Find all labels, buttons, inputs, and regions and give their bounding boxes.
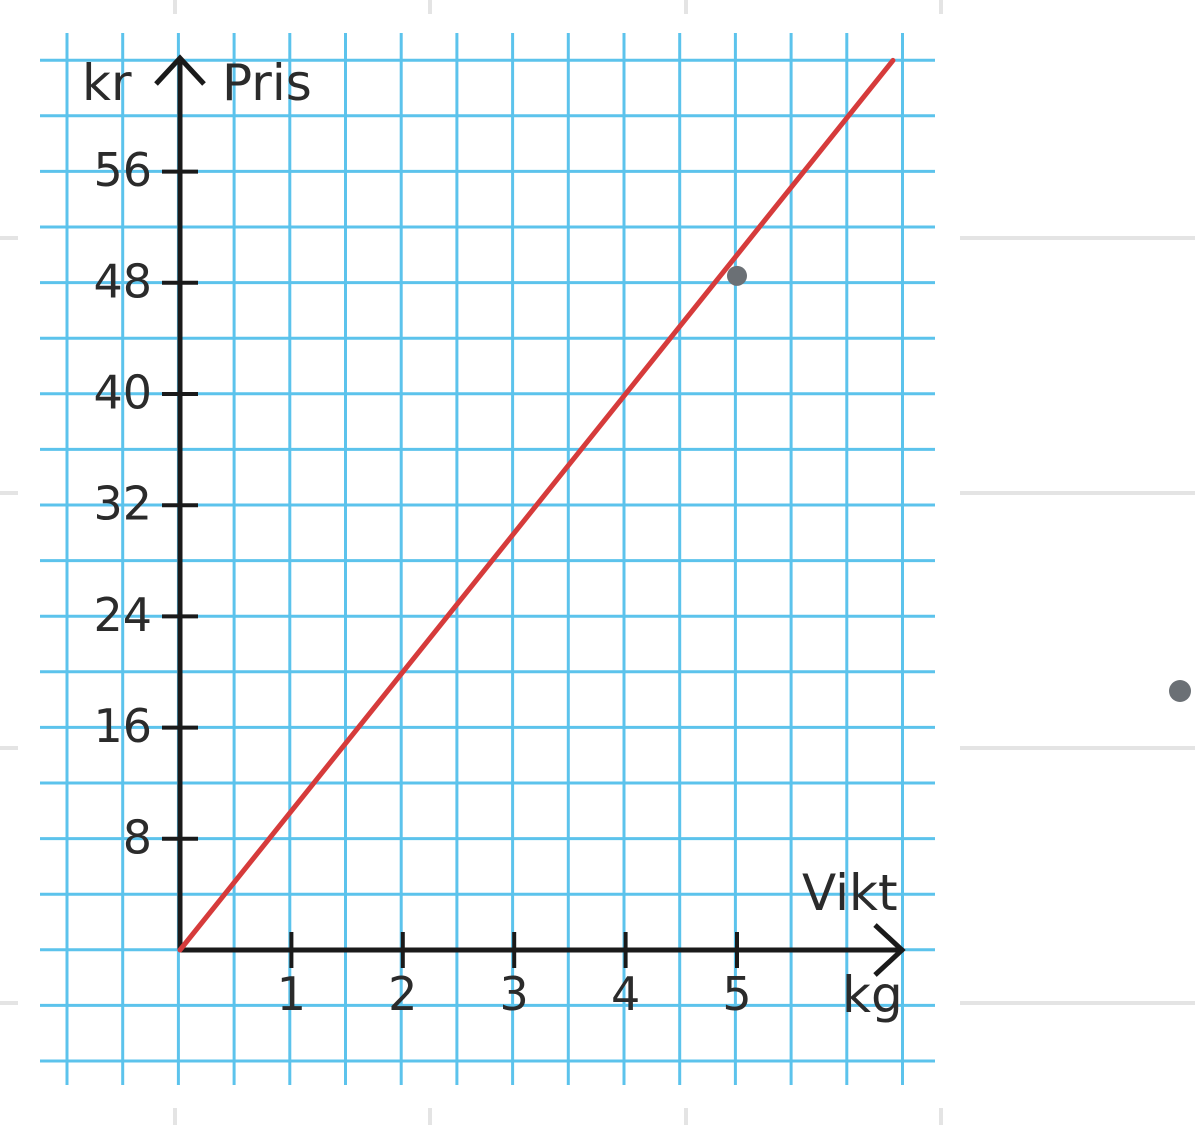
y-tick-label-24: 24 [93, 588, 152, 642]
y-axis-arrow [154, 54, 206, 86]
data-point-0 [727, 265, 747, 286]
series-line-0 [177, 57, 896, 953]
x-axis-arrow [873, 923, 906, 977]
y-tick-label-56: 56 [93, 143, 152, 197]
stray-dot [1169, 680, 1191, 702]
y-tick-label-32: 32 [93, 477, 152, 531]
y-axis-label: Pris [222, 54, 312, 112]
x-tick-label-3: 3 [500, 967, 529, 1021]
x-tick-label-4: 4 [611, 967, 640, 1021]
x-axis-label: Vikt [802, 864, 898, 922]
grid [40, 33, 935, 1085]
y-tick-label-40: 40 [93, 366, 152, 420]
y-tick-label-8: 8 [123, 810, 152, 864]
x-tick-label-1: 1 [277, 967, 306, 1021]
y-tick-label-48: 48 [93, 254, 152, 308]
x-tick-label-5: 5 [722, 967, 751, 1021]
ticks: 8 16 24 32 40 48 56 1 2 3 4 5 [93, 143, 751, 1021]
x-axis-unit: kg [842, 966, 903, 1024]
labels: kr Pris Vikt kg [82, 54, 903, 1024]
series [177, 57, 896, 953]
x-tick-label-2: 2 [388, 967, 417, 1021]
y-axis-unit: kr [82, 54, 132, 112]
y-tick-label-16: 16 [93, 699, 152, 753]
